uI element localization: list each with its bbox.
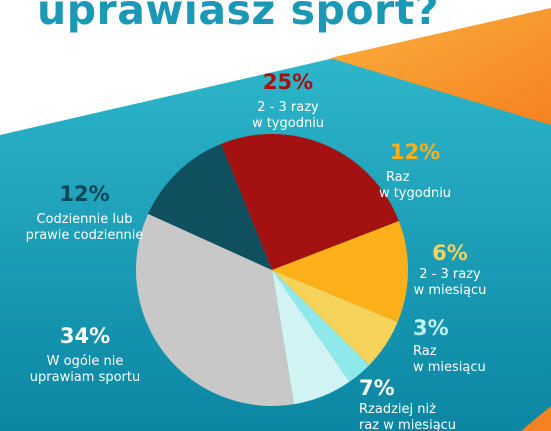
slice-label-line: w miesiącu: [413, 283, 487, 298]
slice-label-2-3-monthly: 6% 2 - 3 razy w miesiącu: [410, 241, 490, 299]
slice-label-line: Raz: [386, 170, 410, 185]
slice-label-line: raz w miesiącu: [359, 418, 457, 431]
slice-label-line: w tygodniu: [378, 186, 452, 201]
white-diagonal-band: [0, 0, 551, 135]
slice-label-daily: 12% Codziennie lub prawie codziennie: [22, 182, 147, 244]
slice-label-once-monthly: 3% Raz w miesiącu: [413, 316, 503, 376]
slice-percent: 12%: [59, 182, 110, 206]
slice-label-line: 2 - 3 razy: [257, 100, 319, 115]
orange-corner-mark: [521, 406, 551, 431]
pie-slice-6: [148, 143, 272, 270]
slice-label-line: Raz: [413, 344, 437, 359]
orange-diagonal-band: [330, 8, 551, 125]
slice-label-once-weekly: 12% Raz w tygodniu: [370, 140, 460, 202]
slice-label-less-monthly: 7% Rzadziej niż raz w miesiącu: [359, 376, 469, 431]
pie-slice-5: [136, 213, 294, 406]
slice-label-line: 2 - 3 razy: [419, 267, 481, 282]
slice-percent: 3%: [413, 316, 449, 340]
slice-label-line: W ogóle nie: [46, 354, 124, 369]
pie-slice-3: [272, 270, 370, 382]
slice-percent: 12%: [389, 140, 441, 164]
slice-label-line: prawie codziennie: [25, 228, 144, 243]
pie-slice-2: [272, 270, 398, 366]
slice-label-2-3-weekly: 25% 2 - 3 razy w tygodniu: [238, 70, 338, 132]
slice-label-line: Rzadziej niż: [359, 402, 436, 417]
slice-label-line: Codziennie lub: [36, 212, 133, 227]
pie-slice-4: [272, 270, 350, 405]
slice-percent: 7%: [359, 376, 395, 400]
slice-label-line: w miesiącu: [413, 360, 486, 375]
pie-slices: [136, 133, 409, 406]
page-title: uprawiasz sport?: [37, 0, 440, 34]
pie-slice-1: [272, 221, 409, 323]
slice-percent: 6%: [432, 241, 468, 265]
slice-percent: 25%: [262, 70, 314, 94]
slice-label-never: 34% W ogóle nie uprawiam sportu: [20, 324, 150, 386]
pie-slice-0: [221, 133, 399, 270]
slice-label-line: uprawiam sportu: [29, 370, 141, 385]
slice-label-line: w tygodniu: [251, 116, 325, 131]
slice-percent: 34%: [59, 324, 111, 348]
